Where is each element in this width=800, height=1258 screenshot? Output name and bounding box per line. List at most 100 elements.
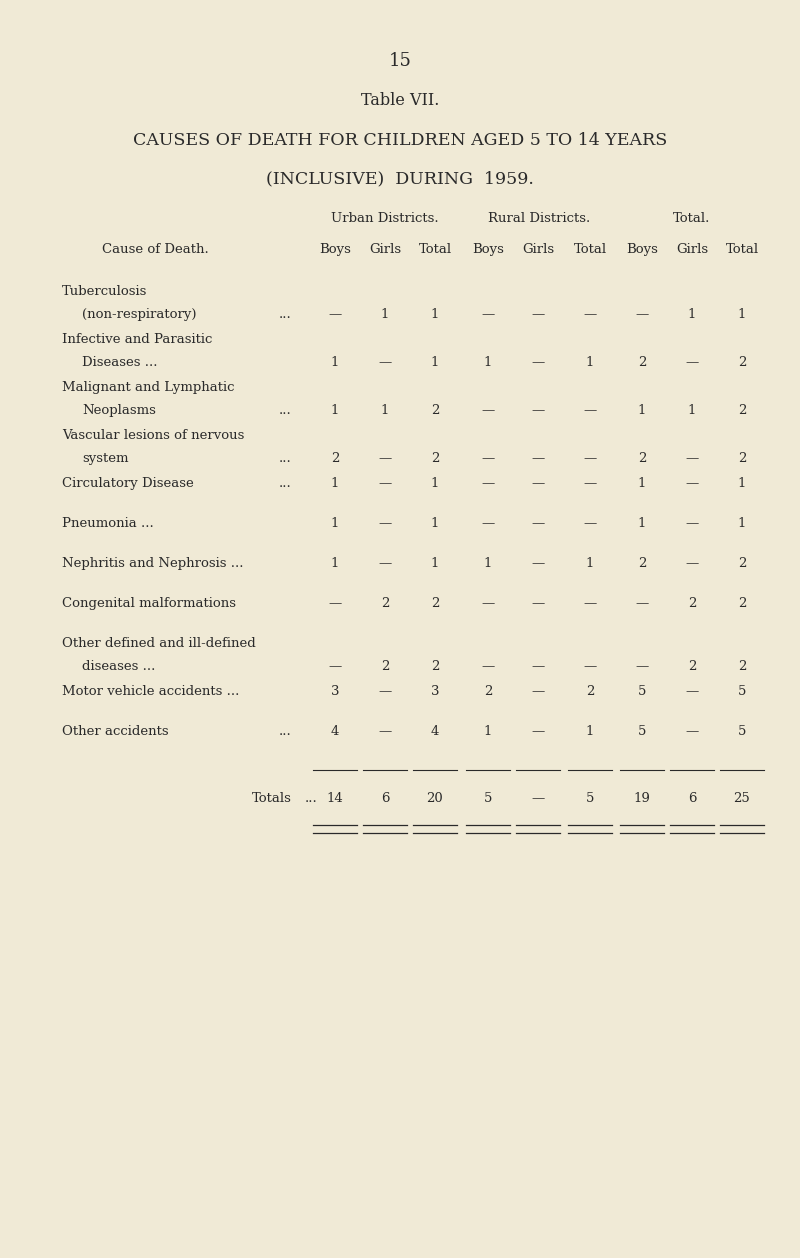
Text: 2: 2: [738, 404, 746, 416]
Text: —: —: [531, 308, 545, 321]
Text: 2: 2: [638, 452, 646, 465]
Text: 2: 2: [738, 356, 746, 369]
Text: Infective and Parasitic: Infective and Parasitic: [62, 333, 212, 346]
Text: 5: 5: [484, 793, 492, 805]
Text: 2: 2: [381, 598, 389, 610]
Text: Vascular lesions of nervous: Vascular lesions of nervous: [62, 429, 244, 442]
Text: 2: 2: [431, 404, 439, 416]
Text: 5: 5: [738, 725, 746, 738]
Text: Urban Districts.: Urban Districts.: [331, 213, 439, 225]
Text: 2: 2: [586, 686, 594, 698]
Text: 1: 1: [638, 517, 646, 530]
Text: 2: 2: [431, 452, 439, 465]
Text: —: —: [378, 686, 392, 698]
Text: —: —: [531, 557, 545, 570]
Text: —: —: [378, 477, 392, 491]
Text: 6: 6: [688, 793, 696, 805]
Text: 2: 2: [688, 598, 696, 610]
Text: 14: 14: [326, 793, 343, 805]
Text: —: —: [686, 725, 698, 738]
Text: 2: 2: [738, 557, 746, 570]
Text: Girls: Girls: [522, 243, 554, 255]
Text: —: —: [635, 660, 649, 673]
Text: diseases ...: diseases ...: [82, 660, 155, 673]
Text: Congenital malformations: Congenital malformations: [62, 598, 236, 610]
Text: 2: 2: [431, 598, 439, 610]
Text: —: —: [482, 308, 494, 321]
Text: Table VII.: Table VII.: [361, 92, 439, 109]
Text: ...: ...: [279, 308, 292, 321]
Text: 1: 1: [586, 356, 594, 369]
Text: 1: 1: [331, 557, 339, 570]
Text: —: —: [583, 308, 597, 321]
Text: —: —: [531, 660, 545, 673]
Text: Other defined and ill-defined: Other defined and ill-defined: [62, 637, 256, 650]
Text: —: —: [482, 452, 494, 465]
Text: —: —: [378, 557, 392, 570]
Text: 1: 1: [381, 404, 389, 416]
Text: 4: 4: [331, 725, 339, 738]
Text: —: —: [583, 598, 597, 610]
Text: —: —: [686, 452, 698, 465]
Text: 25: 25: [734, 793, 750, 805]
Text: Total: Total: [418, 243, 451, 255]
Text: —: —: [583, 404, 597, 416]
Text: 1: 1: [586, 557, 594, 570]
Text: —: —: [531, 452, 545, 465]
Text: Diseases ...: Diseases ...: [82, 356, 158, 369]
Text: 1: 1: [738, 308, 746, 321]
Text: —: —: [482, 660, 494, 673]
Text: 1: 1: [331, 404, 339, 416]
Text: —: —: [583, 517, 597, 530]
Text: Neoplasms: Neoplasms: [82, 404, 156, 416]
Text: —: —: [482, 404, 494, 416]
Text: —: —: [531, 356, 545, 369]
Text: Other accidents: Other accidents: [62, 725, 169, 738]
Text: —: —: [531, 793, 545, 805]
Text: 1: 1: [586, 725, 594, 738]
Text: 1: 1: [484, 356, 492, 369]
Text: 2: 2: [738, 452, 746, 465]
Text: 1: 1: [484, 725, 492, 738]
Text: (non-respiratory): (non-respiratory): [82, 308, 197, 321]
Text: 3: 3: [330, 686, 339, 698]
Text: —: —: [686, 557, 698, 570]
Text: ...: ...: [279, 452, 292, 465]
Text: —: —: [686, 686, 698, 698]
Text: —: —: [583, 477, 597, 491]
Text: 1: 1: [431, 356, 439, 369]
Text: 1: 1: [638, 477, 646, 491]
Text: 1: 1: [331, 517, 339, 530]
Text: Girls: Girls: [369, 243, 401, 255]
Text: 1: 1: [431, 557, 439, 570]
Text: —: —: [328, 660, 342, 673]
Text: —: —: [531, 477, 545, 491]
Text: 1: 1: [688, 308, 696, 321]
Text: Cause of Death.: Cause of Death.: [102, 243, 208, 255]
Text: —: —: [531, 517, 545, 530]
Text: 2: 2: [738, 598, 746, 610]
Text: Total: Total: [574, 243, 606, 255]
Text: ...: ...: [305, 793, 318, 805]
Text: 2: 2: [331, 452, 339, 465]
Text: Malignant and Lymphatic: Malignant and Lymphatic: [62, 381, 234, 394]
Text: 2: 2: [688, 660, 696, 673]
Text: 2: 2: [431, 660, 439, 673]
Text: ...: ...: [279, 404, 292, 416]
Text: 2: 2: [484, 686, 492, 698]
Text: Motor vehicle accidents ...: Motor vehicle accidents ...: [62, 686, 239, 698]
Text: (INCLUSIVE)  DURING  1959.: (INCLUSIVE) DURING 1959.: [266, 170, 534, 187]
Text: 5: 5: [638, 686, 646, 698]
Text: 1: 1: [688, 404, 696, 416]
Text: —: —: [583, 660, 597, 673]
Text: Total: Total: [726, 243, 758, 255]
Text: ...: ...: [279, 477, 292, 491]
Text: 1: 1: [484, 557, 492, 570]
Text: Pneumonia ...: Pneumonia ...: [62, 517, 154, 530]
Text: 20: 20: [426, 793, 443, 805]
Text: Tuberculosis: Tuberculosis: [62, 286, 147, 298]
Text: 15: 15: [389, 52, 411, 70]
Text: 1: 1: [431, 517, 439, 530]
Text: —: —: [328, 598, 342, 610]
Text: CAUSES OF DEATH FOR CHILDREN AGED 5 TO 14 YEARS: CAUSES OF DEATH FOR CHILDREN AGED 5 TO 1…: [133, 132, 667, 148]
